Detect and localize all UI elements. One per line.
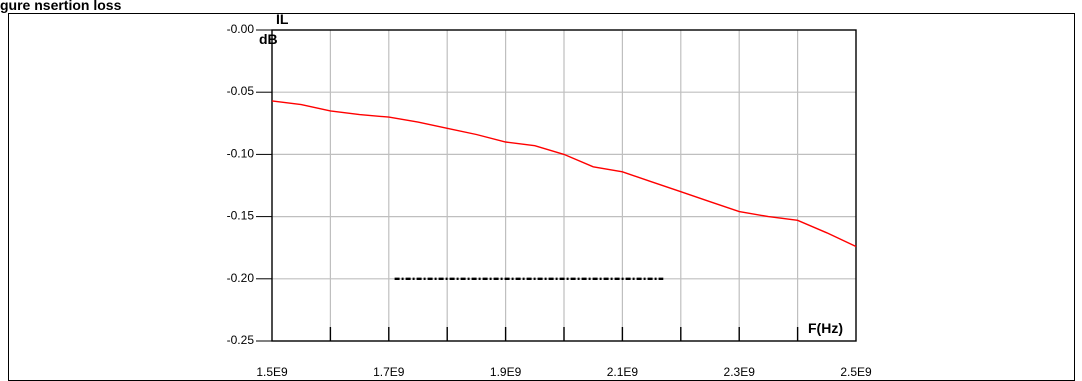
x-axis-ticks xyxy=(329,327,799,341)
x-tick-label: 1.9E9 xyxy=(490,365,522,379)
x-tick-label: 2.3E9 xyxy=(724,365,756,379)
y-tick-labels: -0.00 -0.05 -0.10 -0.15 -0.20 -0.25 xyxy=(227,22,272,347)
x-tick-label: 2.5E9 xyxy=(840,365,872,379)
x-tick-label: 1.7E9 xyxy=(373,365,405,379)
insertion-loss-curve xyxy=(271,100,857,248)
y-tick-label: -0.00 xyxy=(227,22,255,36)
y-axis-label: IL xyxy=(276,11,289,27)
y-tick-label: -0.15 xyxy=(227,209,255,223)
outer-frame xyxy=(8,13,1075,381)
y-tick-label: -0.25 xyxy=(227,333,255,347)
grid xyxy=(272,30,856,341)
x-axis-label: F(Hz) xyxy=(808,320,843,336)
figure-heading: gure nsertion loss xyxy=(0,0,122,13)
x-tick-label: 1.5E9 xyxy=(256,365,288,379)
x-tick-labels: 1.5E9 1.7E9 1.9E9 2.1E9 2.3E9 2.5E9 xyxy=(256,365,872,379)
y-tick-label: -0.20 xyxy=(227,271,255,285)
x-tick-label: 2.1E9 xyxy=(607,365,639,379)
y-axis-unit: dB xyxy=(259,31,278,47)
series-layer xyxy=(271,100,857,280)
y-tick-label: -0.10 xyxy=(227,146,255,160)
y-tick-label: -0.05 xyxy=(227,84,255,98)
